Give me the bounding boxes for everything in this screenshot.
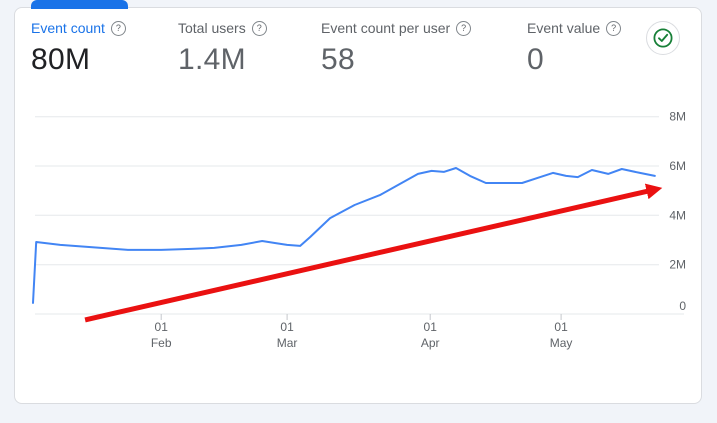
- check-circle-button[interactable]: [646, 21, 680, 55]
- metric-label-event-value: Event value: [527, 20, 601, 36]
- help-icon[interactable]: ?: [251, 20, 267, 36]
- metric-label-event-count-per-user: Event count per user: [321, 20, 451, 36]
- check-circle-icon: [653, 28, 673, 48]
- metric-value-event-count-per-user: 58: [321, 43, 355, 76]
- help-icon[interactable]: ?: [456, 20, 472, 36]
- metric-label-event-count: Event count: [31, 20, 105, 36]
- selected-metric-tab-indicator: [31, 0, 128, 9]
- metric-value-event-count: 80M: [31, 43, 91, 76]
- metric-value-event-value: 0: [527, 43, 544, 76]
- metric-tab-total-users[interactable]: Total users ? 1.4M: [178, 20, 267, 77]
- metric-tab-event-value[interactable]: Event value ? 0: [527, 20, 622, 77]
- metric-value-total-users: 1.4M: [178, 43, 246, 76]
- metric-label-total-users: Total users: [178, 20, 246, 36]
- metric-tab-event-count-per-user[interactable]: Event count per user ? 58: [321, 20, 472, 77]
- help-icon[interactable]: ?: [606, 20, 622, 36]
- metric-tab-event-count[interactable]: Event count ? 80M: [31, 20, 126, 77]
- help-icon[interactable]: ?: [110, 20, 126, 36]
